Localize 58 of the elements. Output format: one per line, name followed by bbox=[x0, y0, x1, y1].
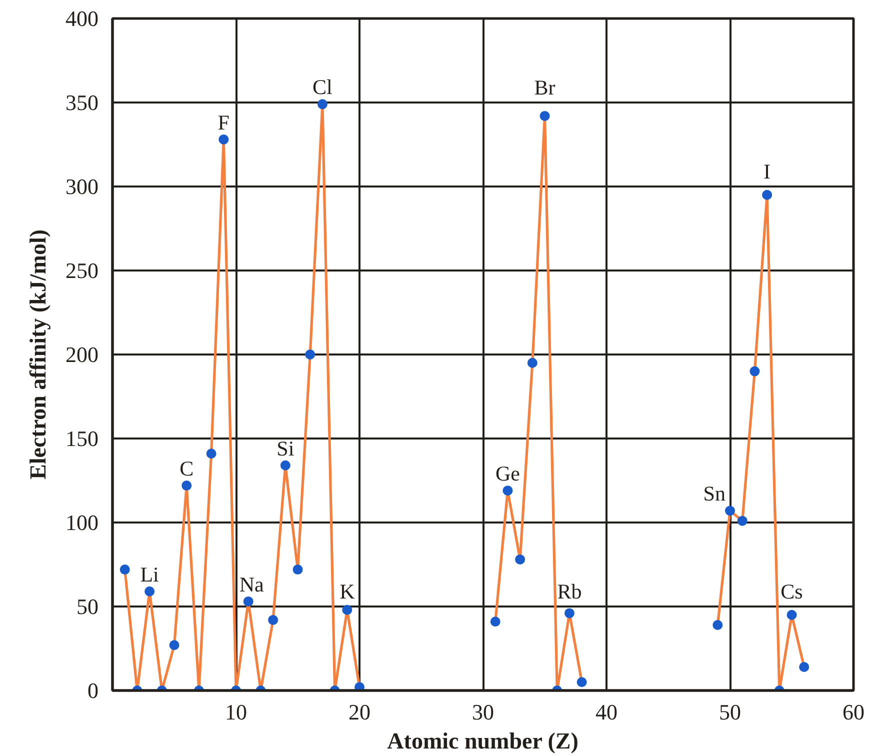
x-tick-label: 20 bbox=[348, 700, 370, 724]
annotation: Br bbox=[534, 76, 556, 100]
y-tick-label: 200 bbox=[66, 342, 98, 367]
point bbox=[218, 134, 229, 144]
annotation: F bbox=[218, 110, 230, 134]
annotation: Ge bbox=[495, 462, 520, 486]
point bbox=[762, 190, 772, 200]
point bbox=[243, 596, 254, 606]
annotation: Si bbox=[276, 436, 294, 460]
point bbox=[786, 610, 797, 620]
point bbox=[540, 110, 550, 121]
point bbox=[342, 604, 352, 615]
annotation: C bbox=[180, 456, 194, 481]
point bbox=[292, 564, 303, 575]
point bbox=[712, 620, 723, 630]
y-tick-label: 50 bbox=[76, 594, 98, 619]
annotation: Na bbox=[239, 572, 265, 596]
y-tick-label: 150 bbox=[66, 426, 98, 451]
y-tick-label: 250 bbox=[66, 258, 98, 283]
point bbox=[120, 564, 130, 575]
point bbox=[725, 506, 735, 516]
y-tick-label: 100 bbox=[66, 510, 98, 535]
point bbox=[515, 554, 526, 564]
point bbox=[490, 616, 500, 627]
x-tick-label: 30 bbox=[472, 700, 494, 724]
point bbox=[354, 682, 364, 690]
point bbox=[317, 99, 328, 110]
point bbox=[564, 608, 574, 618]
point bbox=[144, 586, 155, 596]
x-axis-title: Atomic number (Z) bbox=[387, 728, 578, 754]
point bbox=[206, 448, 216, 459]
y-tick-label: 300 bbox=[66, 174, 98, 199]
annotation: I bbox=[764, 160, 771, 184]
annotation: Rb bbox=[557, 580, 582, 604]
x-tick-label: 60 bbox=[842, 700, 864, 724]
point bbox=[576, 677, 587, 688]
point bbox=[268, 614, 278, 625]
y-tick-label: 350 bbox=[66, 90, 98, 115]
point bbox=[169, 640, 180, 650]
x-tick-label: 10 bbox=[225, 700, 247, 724]
annotation: K bbox=[340, 580, 355, 604]
annotation: Li bbox=[140, 562, 160, 586]
point bbox=[737, 516, 748, 526]
y-axis-title: Electron affinity (kJ/mol) bbox=[26, 229, 50, 480]
x-tick-label: 50 bbox=[719, 700, 741, 724]
point bbox=[527, 358, 538, 368]
point bbox=[305, 350, 316, 360]
annotation: Sn bbox=[703, 482, 726, 506]
x-tick-label: 40 bbox=[596, 700, 618, 724]
point bbox=[502, 486, 513, 496]
y-tick-label: 400 bbox=[66, 6, 98, 31]
point bbox=[280, 460, 290, 470]
annotation: Cl bbox=[312, 75, 333, 100]
point bbox=[799, 662, 810, 672]
annotation: Cs bbox=[780, 580, 803, 604]
point bbox=[750, 366, 760, 376]
y-tick-label: 0 bbox=[88, 678, 98, 703]
point bbox=[182, 480, 192, 491]
